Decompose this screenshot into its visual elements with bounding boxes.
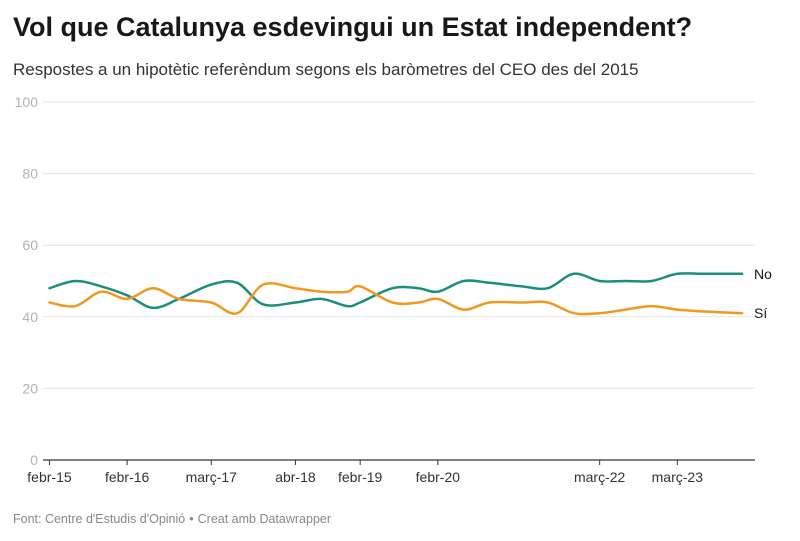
chart-subtitle: Respostes a un hipotètic referèndum sego… bbox=[13, 60, 639, 79]
x-tick-label: febr-19 bbox=[338, 469, 383, 485]
x-tick-label: febr-20 bbox=[416, 469, 461, 485]
y-tick-label: 100 bbox=[15, 94, 39, 110]
x-tick-label: febr-16 bbox=[105, 469, 150, 485]
grid-lines bbox=[43, 101, 755, 389]
series-line-no bbox=[48, 272, 744, 310]
x-tick-label: febr-15 bbox=[27, 469, 72, 485]
y-tick-label: 80 bbox=[22, 166, 38, 182]
x-tick-label: març-17 bbox=[186, 469, 238, 485]
series-label-no: No bbox=[754, 266, 772, 282]
y-tick-label: 20 bbox=[22, 380, 38, 396]
x-tick-label: abr-18 bbox=[275, 469, 316, 485]
series-lines bbox=[48, 272, 744, 316]
x-axis: febr-15 febr-16 març-17 abr-18 febr-19 febr-2… bbox=[27, 459, 755, 485]
chart-title: Vol que Catalunya esdevingui un Estat in… bbox=[13, 12, 693, 42]
y-tick-label: 60 bbox=[22, 237, 38, 253]
series-label-si: Sí bbox=[754, 305, 767, 321]
y-tick-label: 0 bbox=[30, 452, 38, 468]
x-tick-label: març-23 bbox=[652, 469, 704, 485]
y-tick-label: 40 bbox=[22, 309, 38, 325]
source-note: Font: Centre d'Estudis d'Opinió bbox=[13, 512, 186, 526]
series-labels: No Sí bbox=[754, 266, 772, 321]
x-tick-label: març-22 bbox=[574, 469, 626, 485]
chart-footer: Font: Centre d'Estudis d'Opinió • Creat am… bbox=[13, 512, 331, 526]
y-axis-ticks: 0 20 40 60 80 100 bbox=[15, 94, 39, 468]
series-line-si bbox=[48, 281, 744, 316]
footer-separator: • bbox=[189, 512, 194, 526]
credit-note: Creat amb Datawrapper bbox=[197, 512, 332, 526]
